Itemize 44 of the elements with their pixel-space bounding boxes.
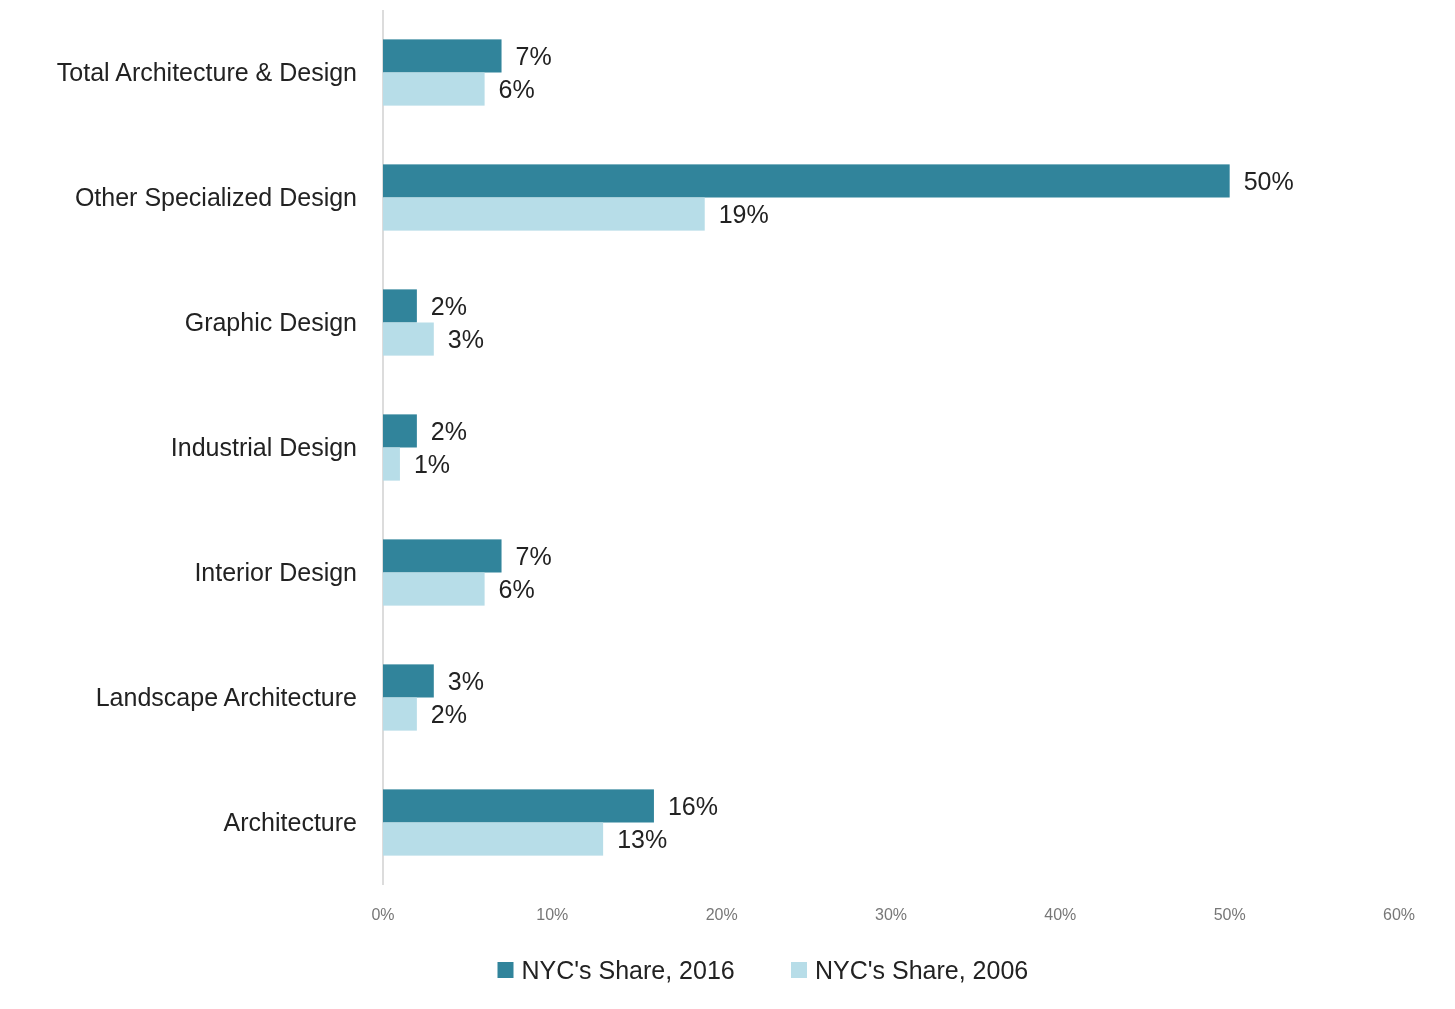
y-tick-label: Total Architecture & Design [56, 58, 357, 87]
x-tick-label: 60% [1382, 905, 1416, 923]
data-label: 3% [447, 324, 484, 353]
data-label: 13% [617, 824, 668, 853]
x-tick-label: 50% [1213, 905, 1246, 923]
y-tick-label: Other Specialized Design [74, 183, 357, 212]
x-tick-label: 20% [705, 905, 738, 923]
data-label: 19% [718, 199, 769, 228]
y-tick-label: Landscape Architecture [95, 683, 357, 712]
data-label: 1% [413, 449, 451, 478]
bar [383, 539, 502, 573]
data-label: 50% [1243, 166, 1294, 195]
y-tick-label: Interior Design [194, 558, 357, 587]
bar [383, 447, 400, 481]
data-label: 2% [430, 291, 468, 320]
bar [383, 289, 417, 323]
bar [383, 822, 604, 856]
x-tick-label: 40% [1044, 905, 1077, 923]
y-tick-label: Architecture [223, 808, 357, 837]
data-label: 7% [515, 541, 552, 570]
bar [383, 572, 485, 606]
bar [383, 164, 1230, 198]
y-tick-label: Graphic Design [184, 308, 357, 337]
bar [383, 414, 417, 448]
legend-label: NYC's Share, 2016 [521, 955, 735, 984]
bar [383, 322, 434, 356]
x-tick-label: 30% [874, 905, 908, 923]
data-label: 16% [667, 791, 718, 820]
legend-label: NYC's Share, 2006 [815, 955, 1029, 984]
bar [383, 697, 417, 731]
data-label: 6% [498, 574, 535, 603]
x-tick-label: 10% [536, 905, 569, 923]
bar [383, 197, 705, 231]
bar [383, 39, 502, 73]
y-tick-label: Industrial Design [170, 433, 357, 462]
data-label: 2% [430, 699, 468, 728]
data-label: 7% [515, 41, 552, 70]
bar [383, 664, 434, 698]
data-label: 3% [447, 666, 484, 695]
bar [383, 789, 654, 823]
x-tick-label: 0% [371, 905, 395, 923]
data-label: 2% [430, 416, 468, 445]
bar [383, 72, 485, 106]
data-label: 6% [498, 74, 535, 103]
